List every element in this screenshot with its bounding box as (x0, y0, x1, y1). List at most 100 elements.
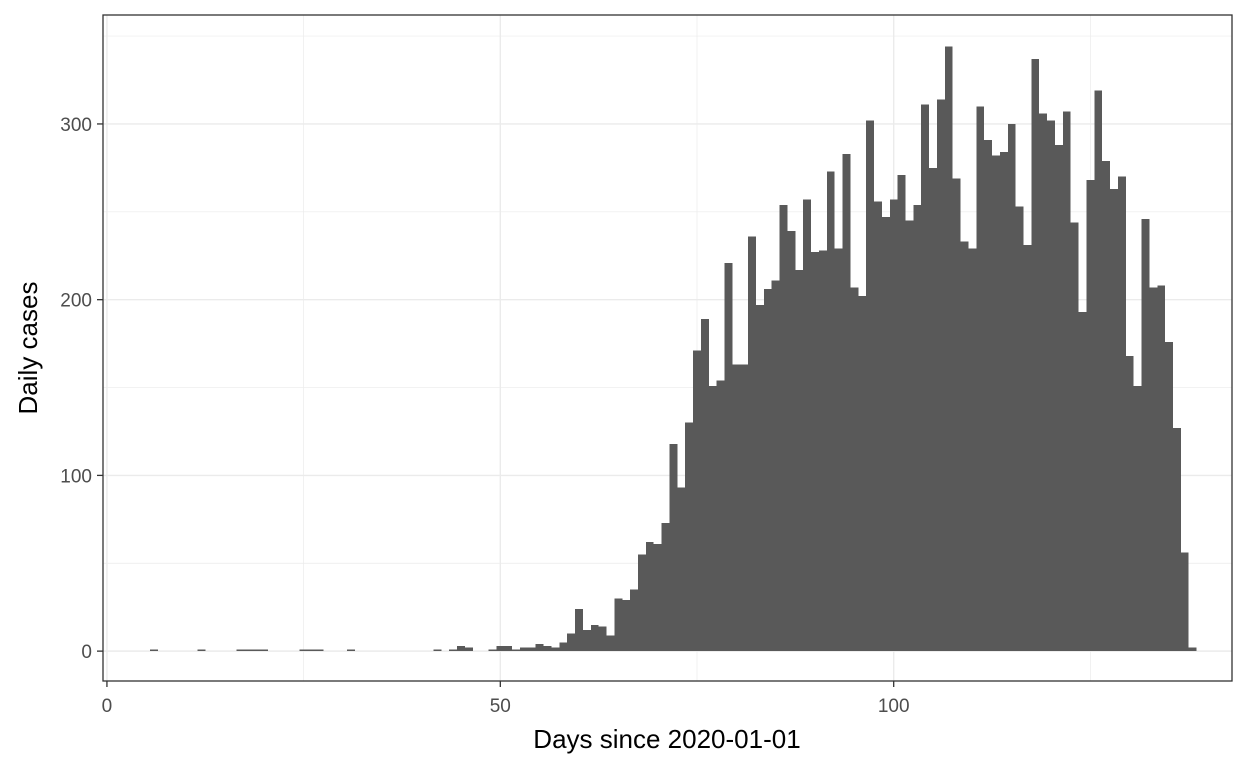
histogram-bar (1157, 285, 1166, 652)
histogram-bar (1062, 111, 1071, 652)
histogram-bar (512, 649, 520, 652)
histogram-bar (1141, 218, 1150, 652)
panel-border (102, 14, 1233, 682)
histogram-bar (992, 155, 1000, 652)
y-tick-label: 300 (60, 115, 92, 136)
histogram-bar (724, 262, 733, 652)
histogram-bar (197, 649, 206, 652)
histogram-bar (488, 649, 497, 652)
histogram-bar (1070, 222, 1079, 652)
histogram-bar (496, 645, 505, 652)
histogram-bar (1007, 123, 1016, 652)
histogram-bar (315, 649, 324, 652)
histogram-bar (874, 201, 882, 652)
histogram-bar (1094, 90, 1103, 652)
bars (150, 46, 1197, 652)
histogram-bar (1133, 385, 1142, 652)
histogram-bar (543, 645, 552, 652)
histogram-bar (598, 626, 607, 652)
histogram-bar (551, 647, 560, 652)
histogram-bar (669, 443, 678, 652)
histogram-bar (622, 600, 631, 652)
histogram-bar (771, 280, 780, 652)
y-axis-title: Daily cases (13, 282, 43, 415)
histogram-bar (803, 199, 812, 652)
histogram-bar (748, 236, 757, 652)
histogram-bar (716, 380, 725, 652)
histogram-bar (260, 649, 269, 652)
histogram-bar (944, 46, 953, 652)
histogram-bar (1117, 176, 1126, 652)
histogram-bar (1149, 287, 1158, 652)
histogram-bar (897, 174, 906, 652)
histogram-bar (787, 231, 796, 652)
histogram-bar (590, 624, 599, 652)
histogram-bar (858, 296, 867, 652)
histogram-bar (559, 642, 568, 652)
histogram-bar (519, 647, 528, 652)
histogram-bar (952, 178, 961, 652)
histogram-bar (1031, 58, 1040, 652)
y-tick-label: 0 (81, 642, 92, 663)
histogram-bar (527, 647, 536, 652)
x-axis-title: Days since 2020-01-01 (533, 724, 800, 754)
histogram-bar (1039, 113, 1048, 652)
y-tick-label: 100 (60, 466, 92, 487)
histogram-bar (575, 608, 583, 652)
y-tick-label: 200 (60, 291, 92, 312)
histogram-bar (866, 120, 875, 652)
histogram-bar (150, 649, 159, 652)
histogram-bar (1110, 188, 1118, 652)
histogram-bar (889, 199, 898, 652)
histogram-bar (960, 241, 969, 652)
histogram-bar (677, 487, 686, 652)
histogram-bar (795, 269, 804, 652)
axes: 0 50 100 0 100 200 300 (60, 115, 909, 717)
histogram-bar (779, 204, 788, 652)
histogram-bar (929, 167, 937, 652)
histogram-bar (905, 220, 914, 652)
histogram-bar (457, 645, 465, 652)
histogram-bar (653, 543, 662, 652)
histogram-bar (1078, 311, 1087, 652)
histogram-bar (732, 364, 741, 652)
histogram-bar (449, 649, 458, 652)
histogram-bar (881, 217, 890, 652)
histogram-bar (582, 630, 591, 652)
histogram-bar (504, 645, 513, 652)
histogram-bar (1086, 180, 1095, 652)
x-tick-label: 0 (102, 696, 113, 717)
x-tick-label: 50 (490, 696, 511, 717)
histogram-bar (842, 153, 851, 652)
histogram-bar (1188, 647, 1197, 652)
histogram-bar (826, 171, 835, 652)
histogram-bar (661, 522, 670, 652)
histogram-bar (567, 633, 576, 652)
histogram-bar (685, 422, 694, 652)
histogram-bar (1165, 341, 1173, 652)
histogram-bar (299, 649, 308, 652)
histogram-bar (1023, 245, 1032, 652)
histogram-bar (637, 554, 646, 652)
histogram-bar (433, 649, 442, 652)
x-tick-label: 100 (878, 696, 910, 717)
histogram-bar (1054, 145, 1063, 652)
histogram-bar (850, 287, 859, 652)
histogram-bar (936, 99, 945, 652)
histogram-bar (645, 542, 654, 652)
histogram-bar (1102, 160, 1111, 652)
histogram-bar (693, 350, 701, 652)
histogram-bar (606, 635, 615, 652)
histogram-bar (252, 649, 261, 652)
histogram-bar (346, 649, 355, 652)
histogram-bar (630, 589, 638, 652)
histogram-bar (984, 139, 993, 652)
histogram-bar (307, 649, 316, 652)
histogram-bar (464, 647, 473, 652)
histogram-bar (756, 304, 764, 652)
histogram-bar (1172, 427, 1181, 652)
histogram-bar (976, 106, 985, 652)
histogram-bar (1125, 355, 1134, 652)
histogram-bar (244, 649, 253, 652)
